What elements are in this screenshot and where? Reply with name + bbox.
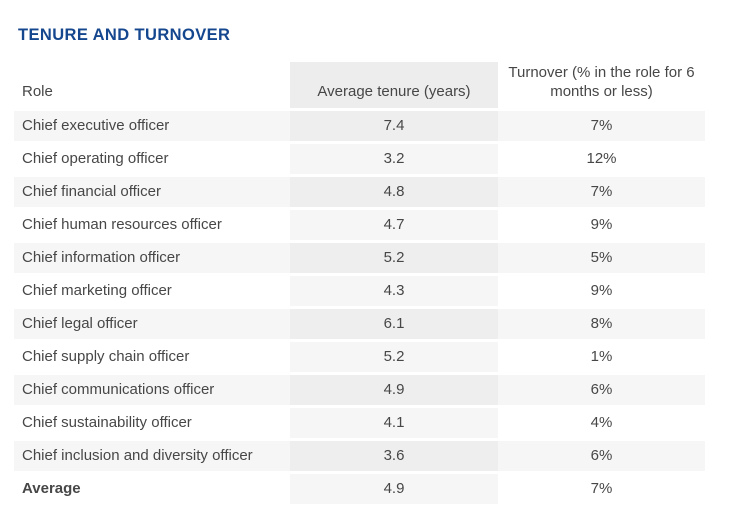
table-row: Chief communications officer 4.9 6% bbox=[14, 375, 705, 405]
role-cell: Chief legal officer bbox=[14, 309, 290, 339]
tenure-cell: 4.3 bbox=[290, 276, 498, 306]
column-header-turnover: Turnover (% in the role for 6 months or … bbox=[498, 62, 705, 108]
turnover-cell: 12% bbox=[498, 144, 705, 174]
role-cell: Chief sustainability officer bbox=[14, 408, 290, 438]
role-cell: Chief marketing officer bbox=[14, 276, 290, 306]
table-row: Chief legal officer 6.1 8% bbox=[14, 309, 705, 339]
role-cell: Chief communications officer bbox=[14, 375, 290, 405]
role-cell: Chief executive officer bbox=[14, 111, 290, 141]
table-row: Chief executive officer 7.4 7% bbox=[14, 111, 705, 141]
column-header-average-tenure: Average tenure (years) bbox=[290, 62, 498, 108]
table-row: Chief supply chain officer 5.2 1% bbox=[14, 342, 705, 372]
table-row: Chief sustainability officer 4.1 4% bbox=[14, 408, 705, 438]
tenure-cell: 3.6 bbox=[290, 441, 498, 471]
section-title: TENURE AND TURNOVER bbox=[18, 26, 231, 44]
table-row: Chief information officer 5.2 5% bbox=[14, 243, 705, 273]
turnover-cell: 8% bbox=[498, 309, 705, 339]
tenure-cell: 5.2 bbox=[290, 243, 498, 273]
table-row: Chief human resources officer 4.7 9% bbox=[14, 210, 705, 240]
table-header-row: Role Average tenure (years) Turnover (% … bbox=[14, 62, 705, 108]
turnover-cell: 1% bbox=[498, 342, 705, 372]
turnover-cell: 7% bbox=[498, 177, 705, 207]
role-cell: Chief financial officer bbox=[14, 177, 290, 207]
tenure-cell: 3.2 bbox=[290, 144, 498, 174]
column-header-turnover-label: Turnover (% in the role for 6 months or … bbox=[508, 64, 695, 100]
table-row: Average 4.9 7% bbox=[14, 474, 705, 504]
tenure-cell: 4.9 bbox=[290, 375, 498, 405]
tenure-cell: 4.9 bbox=[290, 474, 498, 504]
tenure-cell: 4.8 bbox=[290, 177, 498, 207]
turnover-cell: 7% bbox=[498, 474, 705, 504]
tenure-cell: 7.4 bbox=[290, 111, 498, 141]
column-header-role: Role bbox=[22, 83, 53, 100]
tenure-cell: 6.1 bbox=[290, 309, 498, 339]
role-cell: Chief information officer bbox=[14, 243, 290, 273]
table-row: Chief marketing officer 4.3 9% bbox=[14, 276, 705, 306]
role-cell: Average bbox=[14, 474, 290, 504]
table-row: Chief financial officer 4.8 7% bbox=[14, 177, 705, 207]
tenure-cell: 5.2 bbox=[290, 342, 498, 372]
role-cell: Chief operating officer bbox=[14, 144, 290, 174]
tenure-cell: 4.7 bbox=[290, 210, 498, 240]
turnover-cell: 6% bbox=[498, 441, 705, 471]
role-cell: Chief inclusion and diversity officer bbox=[14, 441, 290, 471]
table-row: Chief inclusion and diversity officer 3.6… bbox=[14, 441, 705, 471]
table-row: Chief operating officer 3.2 12% bbox=[14, 144, 705, 174]
turnover-cell: 4% bbox=[498, 408, 705, 438]
turnover-cell: 7% bbox=[498, 111, 705, 141]
turnover-cell: 6% bbox=[498, 375, 705, 405]
tenure-cell: 4.1 bbox=[290, 408, 498, 438]
table-body: Chief executive officer 7.4 7% Chief operat… bbox=[14, 111, 705, 504]
turnover-cell: 9% bbox=[498, 210, 705, 240]
tenure-turnover-table: Role Average tenure (years) Turnover (% … bbox=[14, 62, 705, 504]
role-cell: Chief supply chain officer bbox=[14, 342, 290, 372]
turnover-cell: 9% bbox=[498, 276, 705, 306]
role-cell: Chief human resources officer bbox=[14, 210, 290, 240]
turnover-cell: 5% bbox=[498, 243, 705, 273]
